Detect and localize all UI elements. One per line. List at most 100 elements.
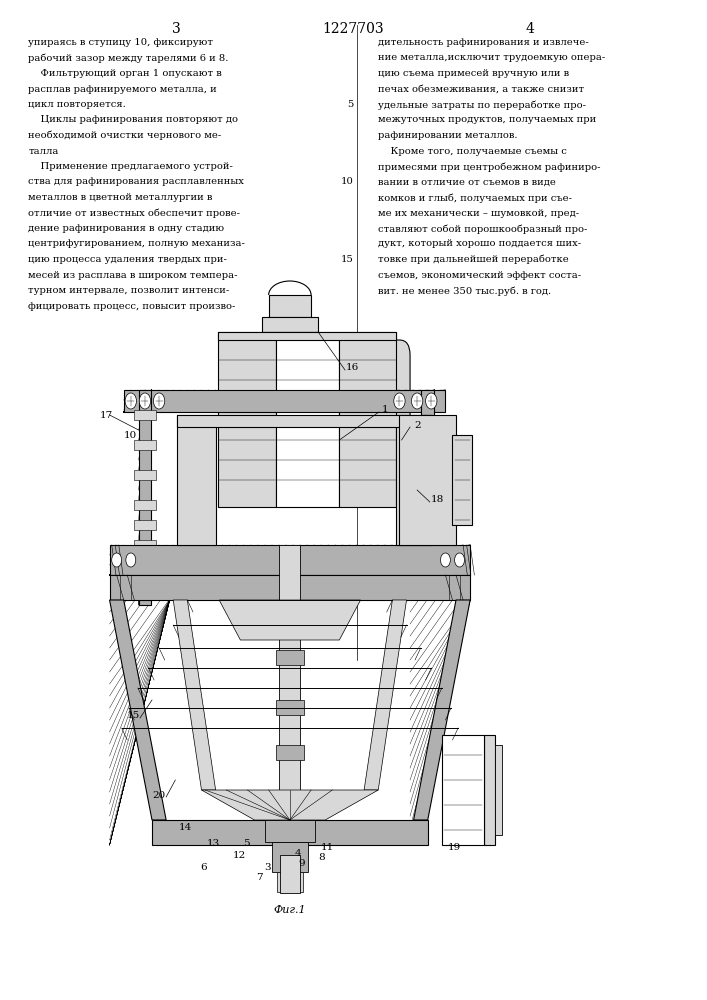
Bar [110, 575, 470, 600]
Text: комков и глыб, получаемых при съе-: комков и глыб, получаемых при съе- [378, 193, 572, 203]
Bar [110, 545, 470, 575]
Text: дукт, который хорошо поддается ших-: дукт, который хорошо поддается ших- [378, 239, 581, 248]
Text: печах обезмеживания, а также снизит: печах обезмеживания, а также снизит [378, 85, 585, 94]
Text: 14: 14 [179, 823, 192, 832]
Text: Фильтрующий орган 1 опускают в: Фильтрующий орган 1 опускают в [28, 69, 222, 78]
Bar [177, 415, 216, 545]
Bar [399, 415, 456, 545]
Text: центрифугированием, полную механиза-: центрифугированием, полную механиза- [28, 239, 245, 248]
Text: Циклы рафинирования повторяют до: Циклы рафинирования повторяют до [28, 115, 238, 124]
Text: турном интервале, позволит интенси-: турном интервале, позволит интенси- [28, 286, 230, 295]
Text: 4: 4 [526, 22, 534, 36]
Text: ства для рафинирования расплавленных: ства для рафинирования расплавленных [28, 178, 244, 186]
Bar [272, 842, 308, 872]
Text: удельные затраты по переработке про-: удельные затраты по переработке про- [378, 100, 586, 110]
Bar [276, 332, 339, 507]
Bar [276, 650, 304, 665]
Text: 7: 7 [256, 874, 263, 882]
Circle shape [455, 553, 464, 567]
Polygon shape [201, 790, 378, 820]
Text: 2: 2 [414, 420, 421, 430]
Text: 19: 19 [448, 843, 461, 852]
Circle shape [426, 393, 437, 409]
Text: цию процесса удаления твердых при-: цию процесса удаления твердых при- [28, 255, 227, 264]
Text: 12: 12 [233, 850, 245, 859]
Polygon shape [364, 600, 407, 790]
Bar [139, 390, 151, 605]
Text: 11: 11 [321, 843, 334, 852]
Text: 9: 9 [298, 858, 305, 867]
Bar [262, 317, 318, 332]
Bar [280, 855, 300, 893]
Bar [276, 700, 304, 715]
Text: упираясь в ступицу 10, фиксируют: упираясь в ступицу 10, фиксируют [28, 38, 214, 47]
Bar [279, 545, 300, 855]
Bar [421, 390, 434, 545]
Bar [134, 570, 156, 580]
Text: 20: 20 [153, 790, 165, 800]
Bar [277, 872, 303, 892]
Text: 10: 10 [124, 430, 137, 440]
Bar [276, 745, 304, 760]
Text: Применение предлагаемого устрой-: Применение предлагаемого устрой- [28, 162, 233, 171]
Text: талла: талла [28, 147, 59, 156]
Text: межуточных продуктов, получаемых при: межуточных продуктов, получаемых при [378, 115, 597, 124]
Polygon shape [110, 600, 166, 820]
Text: 3: 3 [173, 22, 181, 36]
Text: 13: 13 [207, 838, 220, 847]
Text: 6: 6 [200, 863, 207, 872]
Text: ме их механически – шумовкой, пред-: ме их механически – шумовкой, пред- [378, 209, 579, 218]
Bar [452, 435, 472, 525]
Text: металлов в цветной металлургии в: металлов в цветной металлургии в [28, 193, 213, 202]
Circle shape [440, 553, 450, 567]
Bar [134, 440, 156, 450]
Polygon shape [484, 735, 495, 845]
Text: дение рафинирования в одну стадию: дение рафинирования в одну стадию [28, 224, 224, 233]
Polygon shape [173, 600, 216, 790]
Text: отличие от известных обеспечит прове-: отличие от известных обеспечит прове- [28, 209, 240, 218]
Circle shape [394, 393, 405, 409]
Polygon shape [219, 600, 361, 640]
Circle shape [139, 393, 151, 409]
Text: расплав рафинируемого металла, и: расплав рафинируемого металла, и [28, 85, 217, 94]
Bar [396, 415, 431, 545]
Text: 15: 15 [341, 255, 354, 264]
Text: вит. не менее 350 тыс.руб. в год.: вит. не менее 350 тыс.руб. в год. [378, 286, 551, 296]
Bar [134, 540, 156, 550]
Text: 1227703: 1227703 [322, 22, 385, 36]
Text: 10: 10 [341, 178, 354, 186]
Polygon shape [414, 600, 470, 820]
Text: фицировать процесс, повысит произво-: фицировать процесс, повысит произво- [28, 302, 235, 311]
Text: рафинировании металлов.: рафинировании металлов. [378, 131, 518, 140]
Text: вании в отличие от съемов в виде: вании в отличие от съемов в виде [378, 178, 556, 186]
Text: 5: 5 [347, 100, 354, 109]
Text: ставляют собой порошкообразный про-: ставляют собой порошкообразный про- [378, 224, 588, 233]
Text: товке при дальнейшей переработке: товке при дальнейшей переработке [378, 255, 569, 264]
FancyBboxPatch shape [336, 340, 410, 445]
Text: Кроме того, получаемые съемы с: Кроме того, получаемые съемы с [378, 147, 567, 156]
Text: цию съема примесей вручную или в: цию съема примесей вручную или в [378, 69, 569, 78]
Bar [124, 390, 445, 412]
Circle shape [112, 553, 122, 567]
Text: месей из расплава в широком темпера-: месей из расплава в широком темпера- [28, 270, 238, 279]
Text: цикл повторяется.: цикл повторяется. [28, 100, 126, 109]
Bar [134, 520, 156, 530]
Circle shape [126, 553, 136, 567]
Text: 15: 15 [127, 710, 139, 719]
Bar [495, 745, 502, 835]
Bar [339, 332, 396, 507]
Text: 3: 3 [264, 863, 271, 872]
Text: 8: 8 [318, 853, 325, 862]
Text: 16: 16 [346, 363, 358, 372]
Text: рабочий зазор между тарелями 6 и 8.: рабочий зазор между тарелями 6 и 8. [28, 53, 228, 63]
Text: съемов, экономический эффект соста-: съемов, экономический эффект соста- [378, 270, 581, 279]
Bar [269, 295, 311, 317]
Text: 18: 18 [431, 495, 443, 504]
Text: 5: 5 [243, 838, 250, 847]
Text: примесями при центробежном рафиниро-: примесями при центробежном рафиниро- [378, 162, 601, 172]
Text: 17: 17 [100, 410, 112, 420]
Text: необходимой очистки чернового ме-: необходимой очистки чернового ме- [28, 131, 221, 140]
Circle shape [125, 393, 136, 409]
Text: Фиг.1: Фиг.1 [274, 905, 306, 915]
Bar [134, 410, 156, 420]
